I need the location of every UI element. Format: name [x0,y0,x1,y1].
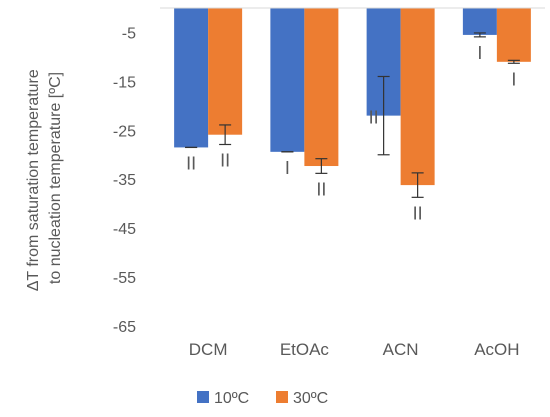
bar-10ºC-AcOH [462,8,497,35]
polymorph-label: II [186,153,196,173]
y-axis-title-line-2: to nucleation temperature [ºC] [47,72,64,284]
legend-label: 10ºC [214,390,249,407]
y-axis-title: ΔT from saturation temperature to nuclea… [25,65,64,292]
polymorph-label: I [285,158,290,178]
category-label: DCM [189,340,228,359]
polymorph-label: II [316,179,326,199]
bar-30ºC-DCM [208,8,243,135]
legend-label: 30ºC [293,390,328,407]
y-tick-label: -15 [113,74,136,91]
y-axis-ticks: -5 -15 -25 -35 -45 -55 -65 [113,25,136,336]
category-label: EtOAc [280,340,330,359]
bar-10ºC-DCM [174,8,209,148]
bar-10ºC-EtOAc [270,8,305,152]
legend-swatch [276,391,288,403]
category-label: AcOH [474,340,519,359]
category-labels: DCM EtOAc ACN AcOH [189,340,520,359]
y-tick-label: -35 [113,172,136,189]
bar-30ºC-EtOAc [304,8,339,167]
polymorph-label: II [413,203,423,223]
bar-30ºC-AcOH [496,8,531,62]
y-tick-label: -25 [113,123,136,140]
polymorph-label: II [220,150,230,170]
y-tick-label: -45 [113,221,136,238]
bar-30ºC-ACN [400,8,435,186]
y-tick-label: -55 [113,270,136,287]
y-tick-label: -5 [122,25,136,42]
polymorph-label: I [511,69,516,89]
legend: 10ºC 30ºC [197,390,328,407]
category-label: ACN [383,340,419,359]
y-axis-title-line-1: ΔT from saturation temperature [25,69,42,291]
y-tick-label: -65 [113,319,136,336]
polymorph-label: I [477,43,482,63]
polymorph-label: II [369,108,379,128]
legend-swatch [197,391,209,403]
